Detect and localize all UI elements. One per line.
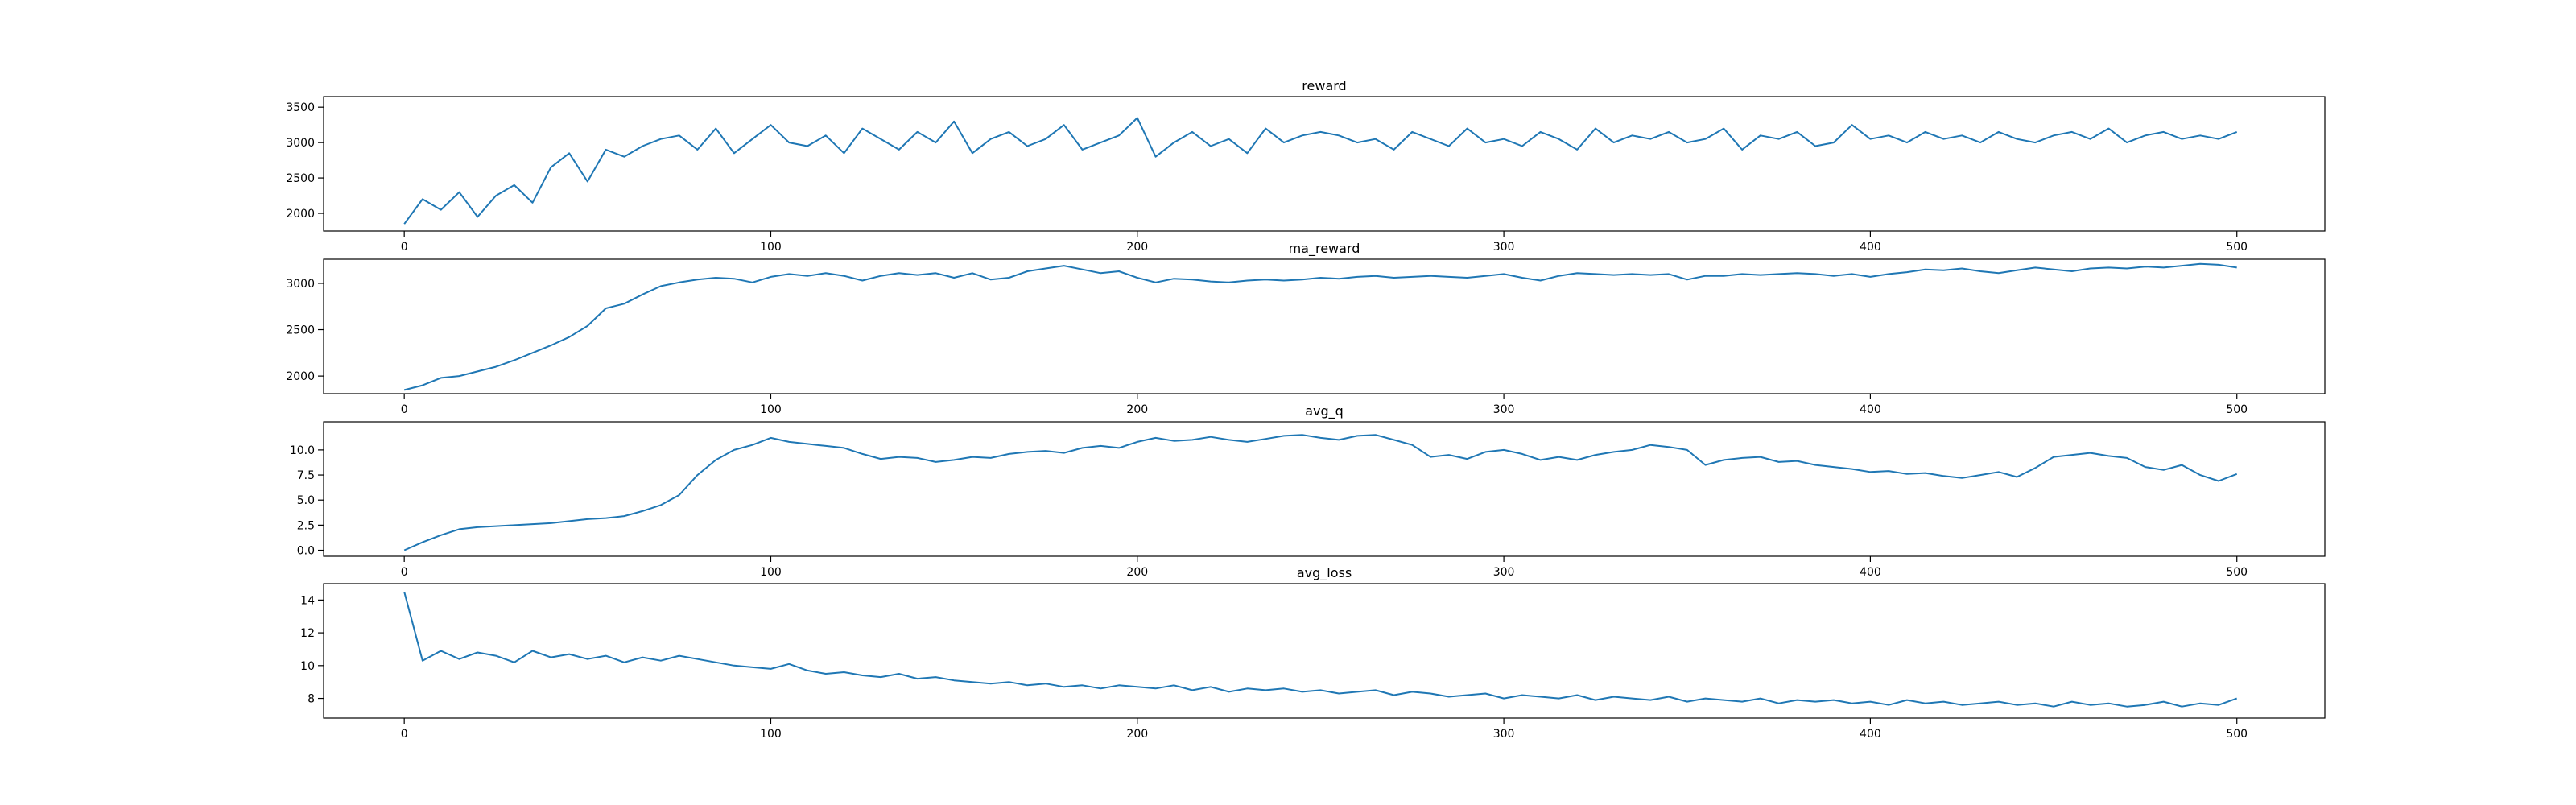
series-line [403, 434, 2238, 551]
y-tick-label: 7.5 [297, 469, 315, 482]
plot-frame [323, 421, 2326, 557]
subplot-avg-q: avg_q 0 100 200 300 400 500 0.0 2.5 5.0 7.5 10.0 [290, 403, 2326, 579]
subplot-title: ma_reward [1289, 241, 1360, 257]
subplot-title: avg_loss [1297, 565, 1352, 581]
x-tick-label: 500 [2226, 566, 2248, 579]
x-tick-label: 200 [1126, 403, 1148, 416]
y-tick-label: 5.0 [297, 494, 315, 507]
x-tick-label: 100 [760, 728, 782, 741]
x-tick-label: 100 [760, 241, 782, 254]
x-tick-label: 500 [2226, 241, 2248, 254]
y-tick-label: 3000 [286, 137, 315, 150]
y-tick-label: 8 [308, 693, 315, 706]
x-tick-label: 200 [1126, 566, 1148, 579]
x-tick-label: 300 [1493, 728, 1515, 741]
y-tick-label: 10 [300, 660, 315, 673]
y-tick-label: 12 [300, 627, 315, 640]
x-tick-label: 500 [2226, 403, 2248, 416]
y-tick-label: 2500 [286, 324, 315, 337]
plot-frame [323, 258, 2326, 394]
x-tick-label: 500 [2226, 728, 2248, 741]
x-tick-label: 400 [1860, 241, 1881, 254]
y-tick-label: 0.0 [297, 545, 315, 558]
y-tick-label: 2000 [286, 370, 315, 383]
subplot-avg-loss: avg_loss 0 100 200 300 400 500 8 10 12 14 [300, 565, 2326, 741]
x-tick-label: 300 [1493, 241, 1515, 254]
y-tick-label: 2500 [286, 172, 315, 185]
y-tick-label: 2.5 [297, 519, 315, 532]
y-tick-label: 2000 [286, 208, 315, 221]
x-tick-label: 200 [1126, 728, 1148, 741]
x-tick-label: 300 [1493, 403, 1515, 416]
y-tick-label: 10.0 [290, 444, 315, 457]
x-tick-label: 400 [1860, 403, 1881, 416]
x-tick-label: 0 [401, 241, 408, 254]
series-line [403, 262, 2237, 391]
subplot-reward: reward 0 100 200 300 400 500 2000 2500 3000 3500 [286, 78, 2326, 254]
y-tick-label: 14 [300, 594, 315, 607]
x-tick-label: 400 [1860, 566, 1881, 579]
x-tick-label: 400 [1860, 728, 1881, 741]
x-tick-label: 100 [760, 566, 782, 579]
series-line [403, 591, 2238, 708]
plot-frame [323, 583, 2326, 719]
x-tick-label: 200 [1126, 241, 1148, 254]
plot-frame [323, 96, 2326, 232]
x-tick-label: 0 [401, 566, 408, 579]
subplot-title: reward [1302, 78, 1346, 93]
x-tick-label: 100 [760, 403, 782, 416]
x-tick-label: 300 [1493, 566, 1515, 579]
x-tick-label: 0 [401, 728, 408, 741]
y-tick-label: 3500 [286, 101, 315, 114]
y-tick-label: 3000 [286, 278, 315, 291]
x-tick-label: 0 [401, 403, 408, 416]
series-line [403, 117, 2238, 225]
subplot-title: avg_q [1305, 403, 1344, 419]
